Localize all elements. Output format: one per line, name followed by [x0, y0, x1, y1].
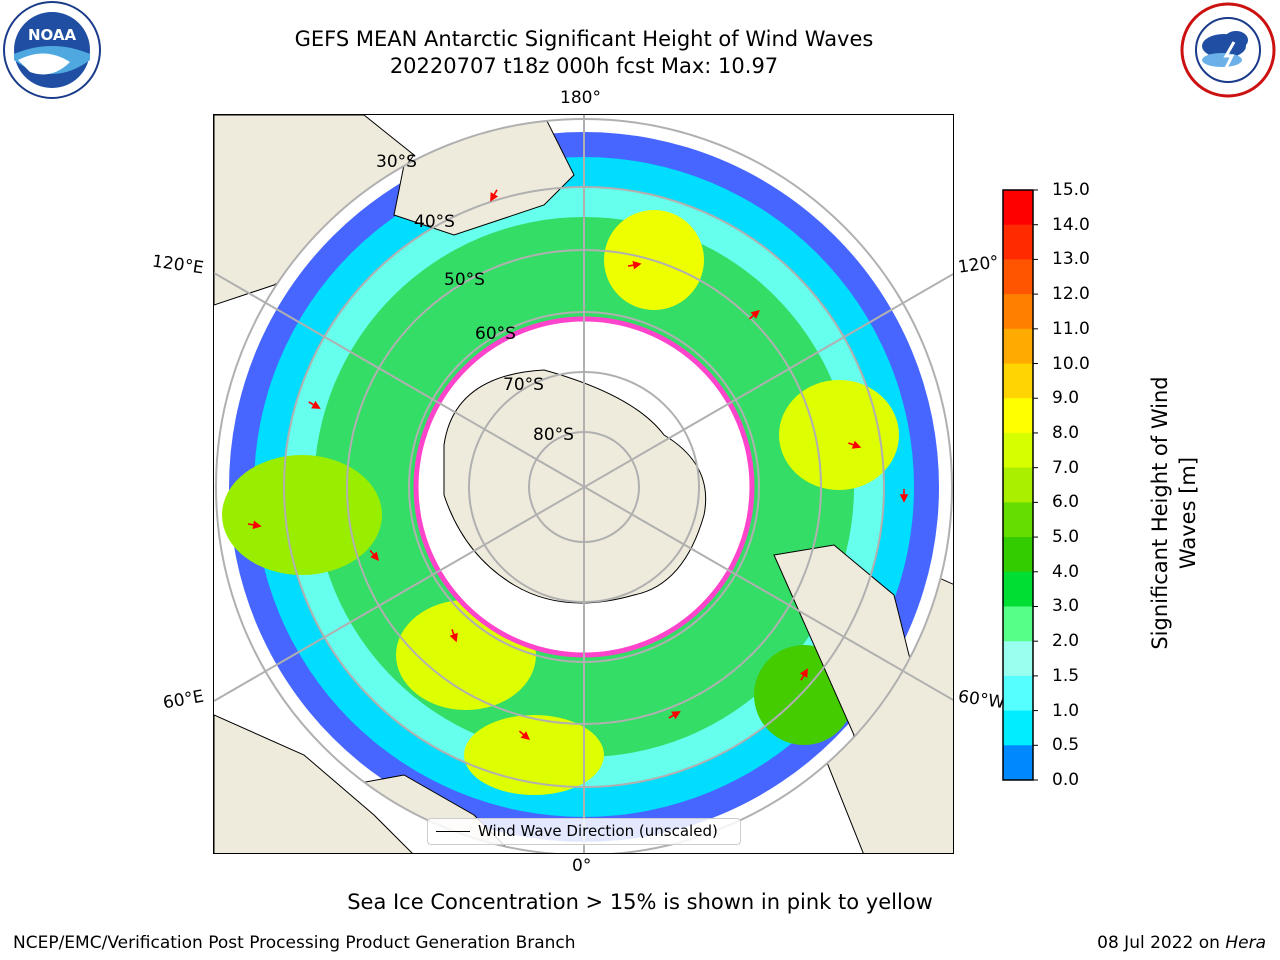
- lon-label-top: 180°: [560, 88, 601, 108]
- colorbar-segment: [1003, 710, 1033, 746]
- colorbar-segment: [1003, 328, 1033, 365]
- colorbar-segment: [1003, 606, 1033, 642]
- colorbar-segment: [1003, 641, 1033, 677]
- colorbar-segment: [1003, 363, 1033, 399]
- colorbar-segment: [1003, 502, 1033, 538]
- credit-right: 08 Jul 2022 on Hera: [1097, 933, 1266, 953]
- lon-label-right-upper: 120°: [956, 252, 1001, 278]
- credit-host: Hera: [1225, 933, 1266, 953]
- credit-date: 08 Jul 2022 on: [1097, 933, 1226, 953]
- title-line-1: GEFS MEAN Antarctic Significant Height o…: [294, 27, 874, 51]
- colorbar-segment: [1003, 294, 1033, 330]
- colorbar-segment: [1003, 259, 1033, 295]
- colorbar-tick-label: 6.0: [1052, 492, 1080, 513]
- colorbar-segment: [1003, 745, 1033, 781]
- legend-label: Wind Wave Direction (unscaled): [478, 822, 718, 840]
- polar-map[interactable]: [213, 114, 954, 854]
- lon-label-bottom: 0°: [572, 856, 592, 876]
- colorbar-title: Significant Height of Wind Waves [m]: [1148, 376, 1200, 650]
- lat-label-40s: 40°S: [414, 212, 455, 232]
- colorbar-tick-label: 2.0: [1052, 631, 1080, 652]
- colorbar-tick-label: 9.0: [1052, 388, 1080, 409]
- credit-left: NCEP/EMC/Verification Post Processing Pr…: [13, 933, 576, 953]
- chart-title: GEFS MEAN Antarctic Significant Height o…: [214, 26, 954, 80]
- colorbar-tick-label: 5.0: [1052, 527, 1080, 548]
- lat-label-30s: 30°S: [376, 152, 417, 172]
- lon-label-left-upper: 120°E: [150, 251, 205, 279]
- colorbar-segment: [1003, 224, 1033, 260]
- antarctica-landmass: [443, 369, 707, 604]
- lat-label-60s: 60°S: [475, 324, 516, 344]
- colorbar-frame: [1002, 189, 1034, 781]
- colorbar-tick-label: 3.0: [1052, 596, 1080, 617]
- noaa-logo-text: NOAA: [28, 26, 77, 44]
- lon-label-right-lower: 60°W: [956, 686, 1007, 714]
- map-legend: Wind Wave Direction (unscaled): [427, 818, 741, 845]
- lon-label-left-lower: 60°E: [161, 686, 206, 714]
- map-canvas: [214, 115, 953, 853]
- wave-direction-arrows: [247, 189, 909, 741]
- colorbar-tick-label: 12.0: [1052, 284, 1090, 305]
- colorbar-tick-label: 8.0: [1052, 422, 1080, 443]
- lat-label-50s: 50°S: [444, 270, 485, 290]
- colorbar-tick-label: 1.0: [1052, 700, 1080, 721]
- nws-logo: [1180, 2, 1276, 98]
- colorbar-segment: [1003, 190, 1033, 226]
- colorbar-tick-label: 4.0: [1052, 561, 1080, 582]
- colorbar-tick-label: 13.0: [1052, 249, 1090, 270]
- colorbar-tick-label: 11.0: [1052, 318, 1090, 339]
- colorbar-tick-label: 15.0: [1052, 180, 1090, 200]
- sea-ice-note: Sea Ice Concentration > 15% is shown in …: [347, 890, 933, 914]
- colorbar-tick-label: 14.0: [1052, 214, 1090, 235]
- colorbar-tick-label: 0.0: [1052, 770, 1080, 790]
- legend-line-icon: [436, 831, 470, 832]
- lat-label-70s: 70°S: [503, 375, 544, 395]
- colorbar-tick-label: 0.5: [1052, 735, 1080, 756]
- colorbar-tick-label: 1.5: [1052, 665, 1080, 686]
- colorbar: [1002, 189, 1038, 781]
- colorbar-segment: [1003, 571, 1033, 607]
- title-line-2: 20220707 t18z 000h fcst Max: 10.97: [389, 54, 779, 78]
- colorbar-segment: [1003, 432, 1033, 469]
- colorbar-segment: [1003, 398, 1033, 434]
- colorbar-segment: [1003, 467, 1033, 503]
- colorbar-segment: [1003, 537, 1033, 573]
- colorbar-segment: [1003, 675, 1033, 712]
- noaa-logo: NOAA: [3, 1, 101, 99]
- lat-label-80s: 80°S: [533, 425, 574, 445]
- colorbar-tick-label: 10.0: [1052, 353, 1090, 374]
- colorbar-tick-label: 7.0: [1052, 457, 1080, 478]
